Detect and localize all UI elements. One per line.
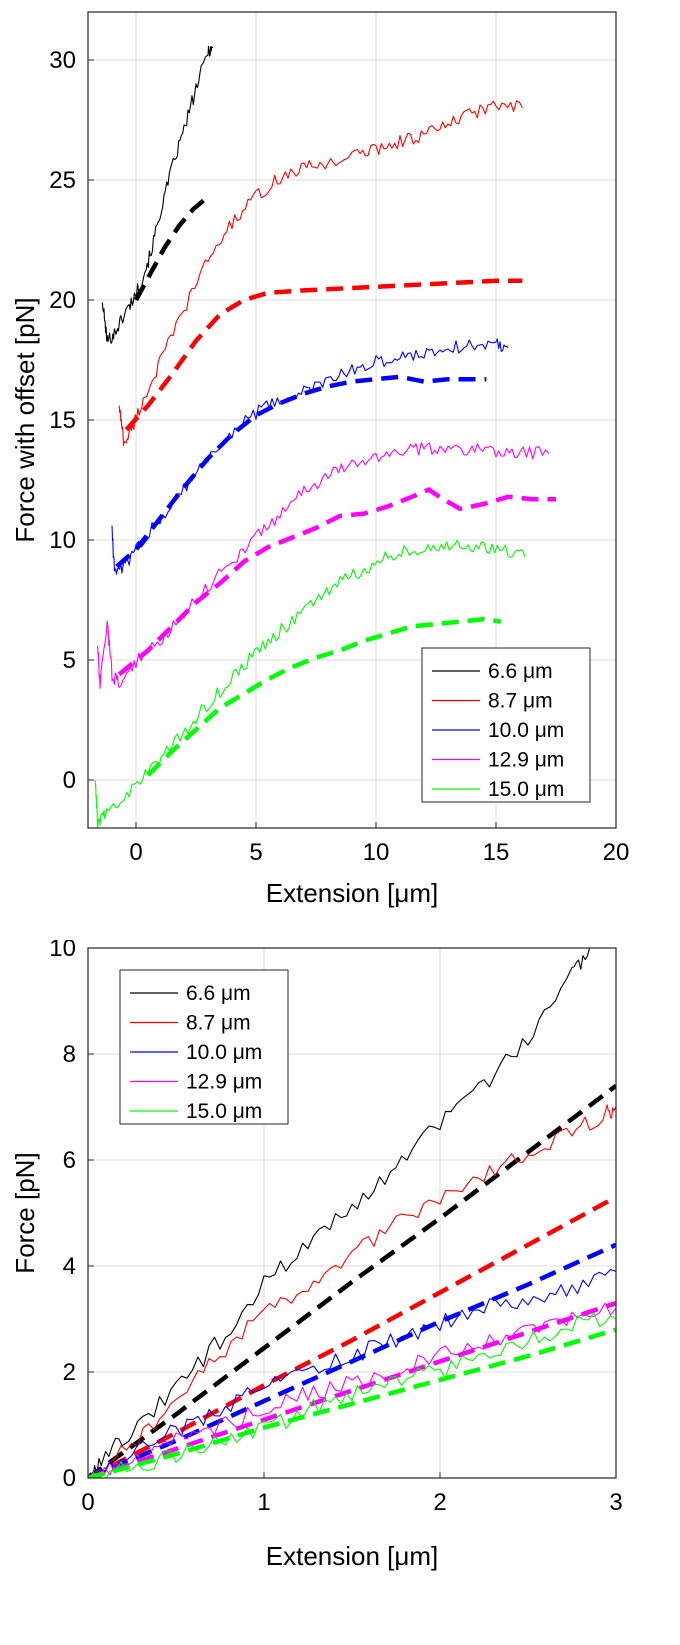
series-measured-line: [88, 1104, 616, 1478]
y-tick-label: 10: [49, 940, 76, 962]
y-tick-label: 4: [63, 1253, 76, 1280]
legend-box: [421, 647, 591, 803]
x-tick-label: 2: [433, 1489, 446, 1516]
legend-entry-label: 10.0 μm: [186, 1041, 262, 1064]
y-tick-label: 30: [49, 47, 76, 74]
plot-frame: [87, 947, 617, 1479]
legend-entry-label: 12.9 μm: [186, 1071, 262, 1094]
legend-entry-label: 10.0 μm: [488, 719, 564, 742]
x-tick-label: 20: [603, 839, 630, 866]
x-tick-label: 5: [249, 839, 262, 866]
x-tick-label: 3: [609, 1489, 622, 1516]
y-tick-label: 25: [49, 167, 76, 194]
top-force-offset-chart: 0 5 10 15 20 0 5 10 15 20 25 30 Extension [μm] Force …: [10, 11, 630, 908]
x-axis-title: Extension [μm]: [266, 878, 439, 908]
y-axis-title: Force [pN]: [10, 1152, 40, 1273]
y-tick-label: 2: [63, 1359, 76, 1386]
legend-entry-label: 8.7 μm: [488, 690, 553, 713]
series-model-dashed-line: [134, 195, 210, 302]
legend: 6.6 μm 8.7 μm 10.0 μm 12.9 μm 15.0 μm: [119, 969, 289, 1125]
legend-entry-label: 15.0 μm: [488, 778, 564, 801]
x-tick-label: 1: [257, 1489, 270, 1516]
legend-box: [119, 969, 289, 1125]
y-tick-label: 15: [49, 407, 76, 434]
bottom-force-chart: 0 1 2 3 0 2 4 6 8 10 Extension [μm] Force [pN] 6.6 μ…: [10, 940, 623, 1571]
series-model-dashed-line: [146, 616, 502, 777]
legend: 6.6 μm 8.7 μm 10.0 μm 12.9 μm 15.0 μm: [421, 647, 591, 803]
y-tick-label: 10: [49, 527, 76, 554]
y-tick-label: 8: [63, 1041, 76, 1068]
legend-entry-label: 15.0 μm: [186, 1100, 262, 1123]
series-measured-line: [88, 948, 591, 1478]
x-tick-label: 0: [81, 1489, 94, 1516]
series-measured-line: [97, 442, 550, 689]
series-measured-line: [94, 539, 526, 828]
x-axis-title: Extension [μm]: [266, 1541, 439, 1571]
legend-entry-label: 6.6 μm: [488, 660, 553, 683]
series-model-dashed-line: [88, 1327, 616, 1478]
series-model-dashed-line: [88, 1242, 616, 1478]
y-tick-label: 0: [63, 1465, 76, 1492]
x-tick-label: 15: [483, 839, 510, 866]
x-tick-label: 10: [363, 839, 390, 866]
series-measured-line: [88, 1302, 616, 1478]
series-model-dashed-line: [88, 1195, 616, 1478]
series-model-dashed-line: [88, 1084, 616, 1478]
plot-frame: [87, 11, 617, 829]
legend-entry-label: 6.6 μm: [186, 982, 251, 1005]
series-group: [88, 948, 616, 1478]
series-model-dashed-line: [117, 487, 556, 677]
y-axis-title: Force with offset [pN]: [10, 297, 40, 542]
series-measured-line: [88, 1312, 616, 1478]
y-tick-label: 6: [63, 1147, 76, 1174]
series-group: [94, 45, 556, 828]
y-tick-label: 0: [63, 767, 76, 794]
series-model-dashed-line: [88, 1300, 616, 1478]
series-measured-line: [118, 100, 523, 447]
series-model-dashed-line: [115, 374, 487, 569]
legend-entry-label: 12.9 μm: [488, 749, 564, 772]
y-tick-label: 20: [49, 287, 76, 314]
x-tick-label: 0: [129, 839, 142, 866]
legend-entry-label: 8.7 μm: [186, 1012, 251, 1035]
series-measured-line: [101, 45, 214, 344]
y-tick-label: 5: [63, 647, 76, 674]
